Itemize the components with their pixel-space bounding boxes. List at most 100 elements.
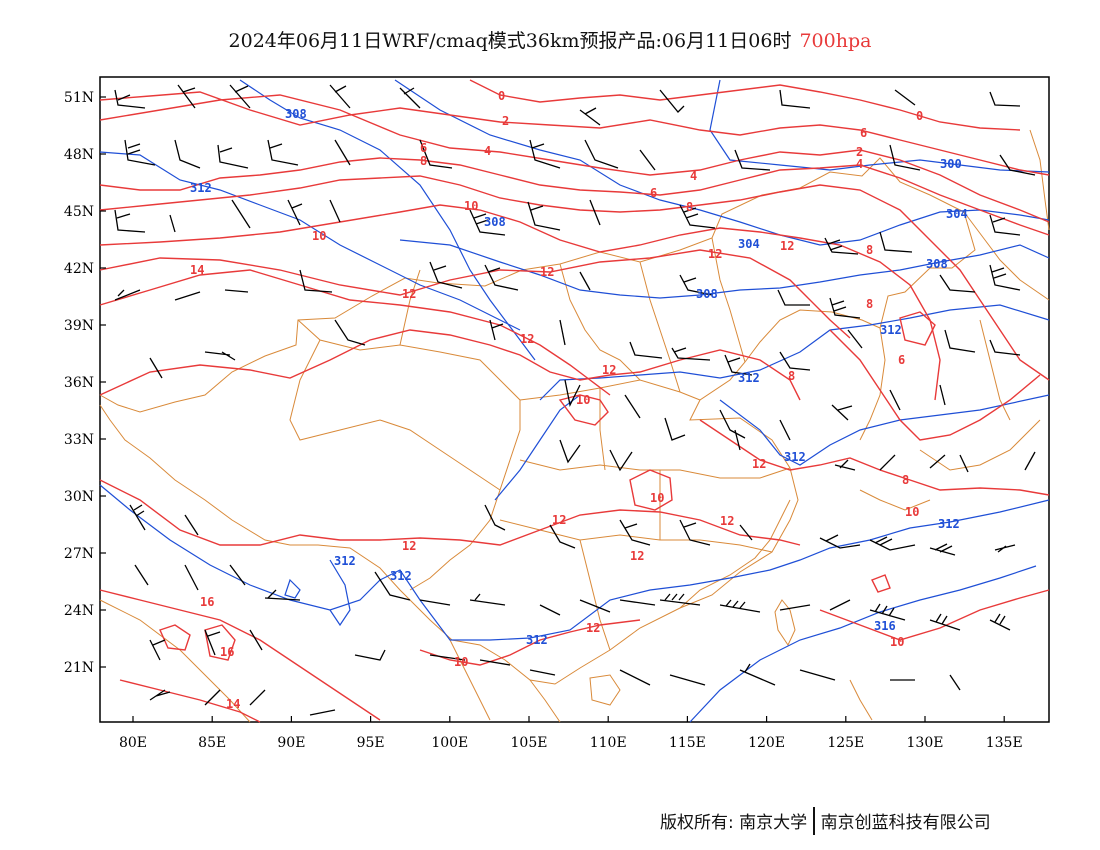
wind-barb xyxy=(529,139,561,169)
wind-barb xyxy=(579,271,591,291)
wind-barb xyxy=(734,429,741,451)
wind-barb xyxy=(287,199,303,226)
temp-16-loop-2 xyxy=(204,624,236,661)
wind-barb xyxy=(819,534,861,549)
wind-barb xyxy=(114,209,146,233)
lat-label: 33N xyxy=(64,432,94,448)
temperature-contour-label: 2 xyxy=(502,114,509,128)
wind-barb xyxy=(989,91,1021,107)
wind-barb xyxy=(374,571,411,601)
wind-barb xyxy=(989,339,1021,356)
japan-coast-3 xyxy=(859,489,931,511)
province-line-11 xyxy=(399,269,421,346)
wind-barb xyxy=(619,599,656,606)
lon-label: 105E xyxy=(511,735,548,751)
wind-barb xyxy=(149,357,163,379)
wind-barb xyxy=(149,639,166,661)
lat-label: 30N xyxy=(64,489,94,505)
wind-barb xyxy=(831,404,853,421)
temperature-contour-label: 12 xyxy=(402,287,416,301)
temperature-contour-label: 16 xyxy=(220,645,234,659)
height-contour-label: 304 xyxy=(738,237,760,251)
height-contour-label: 312 xyxy=(526,633,548,647)
temp-12-south-2 xyxy=(419,619,641,666)
temperature-contour-label: 10 xyxy=(650,491,664,505)
lat-label: 36N xyxy=(64,375,94,391)
wind-barb xyxy=(939,384,946,406)
wind-barb xyxy=(264,589,301,601)
wind-barb xyxy=(589,199,601,226)
temperature-contour-label: 10 xyxy=(454,655,468,669)
wind-barb xyxy=(174,291,201,301)
footer-divider xyxy=(813,807,815,835)
wind-barb xyxy=(429,654,466,661)
footer: 版权所有: 南京大学 南京创蓝科技有限公司 xyxy=(660,807,991,837)
japan-coast-1 xyxy=(979,319,1011,421)
wind-barb xyxy=(799,669,836,681)
korea-coast xyxy=(859,327,886,441)
japan-coast-2 xyxy=(919,419,1041,471)
wind-barb xyxy=(779,419,791,441)
indochina-coast xyxy=(449,639,561,723)
lat-label: 21N xyxy=(64,660,94,676)
title-main: 2024年06月11日WRF/cmaq模式36km预报产品:06月11日06时 xyxy=(228,30,792,52)
temp-10-north xyxy=(99,204,941,401)
wind-barb xyxy=(929,613,961,631)
wind-barb xyxy=(894,89,916,106)
height-312-west xyxy=(99,151,521,331)
height-contour-label: 312 xyxy=(938,517,960,531)
lon-label: 90E xyxy=(277,735,305,751)
wind-barb xyxy=(124,139,156,166)
wind-barb xyxy=(231,199,251,229)
lat-label: 24N xyxy=(64,603,94,619)
temperature-contour-label: 12 xyxy=(602,363,616,377)
hainan xyxy=(589,674,621,706)
wind-barbs xyxy=(114,84,1036,716)
wind-barb xyxy=(999,154,1036,176)
temp-10-central xyxy=(699,419,1050,496)
wind-barb xyxy=(724,354,753,376)
height-contours xyxy=(99,79,1050,723)
wind-barb xyxy=(559,319,566,346)
wind-barb xyxy=(679,519,711,546)
wind-barb xyxy=(829,599,851,611)
latitude-axis: 51N 48N 45N 42N 39N 36N 33N 30N 27N 24N 21N xyxy=(64,90,106,676)
wind-barb xyxy=(229,84,251,109)
wind-barb xyxy=(869,603,906,621)
temperature-contour-label: 6 xyxy=(860,126,867,140)
wind-barb xyxy=(639,149,656,171)
temperature-contour-label: 2 xyxy=(856,145,863,159)
map-layers xyxy=(99,79,1050,723)
temperature-contour-label: 12 xyxy=(402,539,416,553)
temperature-contour-label: 12 xyxy=(552,513,566,527)
lon-label: 115E xyxy=(669,735,706,751)
russia-coast xyxy=(963,211,1050,301)
wind-barb xyxy=(204,689,221,706)
height-contour-label: 308 xyxy=(696,287,718,301)
temp-8-east xyxy=(829,329,1041,441)
lon-label: 135E xyxy=(986,735,1023,751)
temperature-contour-label: 4 xyxy=(690,169,697,183)
temp-8 xyxy=(99,175,1050,381)
wind-barb xyxy=(619,519,651,546)
lon-label: 125E xyxy=(827,735,864,751)
height-312-inner xyxy=(494,394,581,501)
height-contour-label: 308 xyxy=(484,215,506,229)
wind-barb xyxy=(334,139,351,166)
height-contour-label: 308 xyxy=(285,107,307,121)
wind-barb xyxy=(719,409,746,439)
wind-barb xyxy=(267,139,299,166)
lon-label: 80E xyxy=(119,735,147,751)
wind-barb xyxy=(564,379,581,407)
lat-label: 51N xyxy=(64,90,94,106)
temperature-contour-label: 14 xyxy=(190,263,204,277)
temperature-contour-label: 10 xyxy=(905,505,919,519)
temp-loop-east-2 xyxy=(871,574,891,593)
title-level: 700hpa xyxy=(799,30,872,52)
wind-barb xyxy=(777,289,810,306)
wind-barb xyxy=(177,84,196,109)
temperature-contour-label: 6 xyxy=(650,186,657,200)
temperature-contour-label: 14 xyxy=(226,697,240,711)
height-contour-label: 316 xyxy=(874,619,896,633)
